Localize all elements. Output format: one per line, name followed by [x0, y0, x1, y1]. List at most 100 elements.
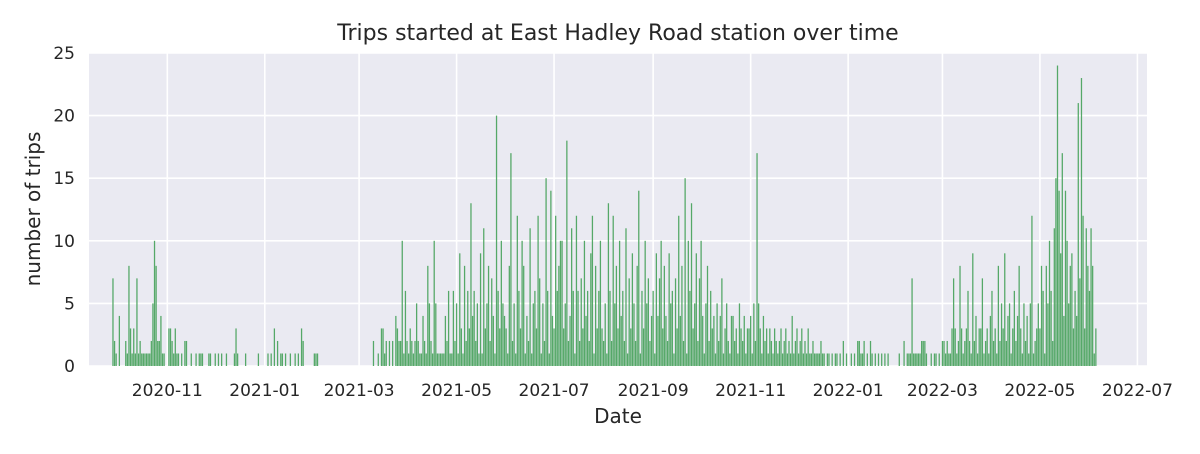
- trip-bar: [710, 290, 712, 366]
- trip-bar: [384, 353, 386, 366]
- trip-bar: [706, 265, 709, 366]
- trip-bar: [788, 340, 790, 366]
- trip-bar: [487, 265, 490, 366]
- trip-bar: [1055, 178, 1057, 366]
- trip-bar: [1072, 328, 1075, 366]
- trip-bar: [1052, 340, 1054, 366]
- trip-bar: [935, 353, 937, 366]
- trip-bar: [185, 340, 188, 366]
- trip-bar: [754, 340, 757, 366]
- trip-bar: [914, 353, 916, 366]
- trip-bar: [446, 340, 448, 366]
- trip-bar: [813, 353, 816, 366]
- trip-bar: [924, 340, 926, 366]
- trip-bar: [147, 353, 149, 366]
- trip-bar: [657, 315, 659, 366]
- trip-bar: [515, 353, 517, 366]
- trip-bar: [694, 303, 696, 366]
- trip-bar: [129, 328, 132, 366]
- trip-bar: [596, 328, 598, 366]
- trip-bar: [959, 265, 961, 366]
- trip-bar: [1085, 228, 1087, 366]
- trip-bar: [968, 340, 971, 366]
- trip-bar: [1007, 315, 1009, 366]
- trip-bar: [853, 353, 856, 366]
- trip-bar: [436, 353, 439, 366]
- chart-title: Trips started at East Hadley Road statio…: [336, 21, 898, 46]
- trip-bar: [377, 353, 379, 366]
- trip-bar: [118, 315, 121, 366]
- trip-bar: [727, 340, 729, 366]
- trip-bar: [1082, 215, 1084, 366]
- trip-bar: [1076, 315, 1078, 366]
- trip-bar: [201, 353, 204, 366]
- trip-bar: [887, 353, 889, 366]
- trip-bar: [1034, 340, 1036, 366]
- trip-bar: [874, 353, 876, 366]
- trip-bar: [609, 290, 611, 366]
- trip-bar: [996, 353, 998, 366]
- trip-bar: [810, 353, 813, 366]
- trip-bar: [714, 353, 717, 366]
- trip-bar: [548, 353, 550, 366]
- trip-bar: [1064, 190, 1067, 366]
- trip-bar: [502, 303, 504, 366]
- trip-bar: [454, 340, 456, 366]
- trip-bar: [475, 340, 477, 366]
- trip-bar: [721, 278, 723, 366]
- trip-bar: [630, 328, 632, 366]
- trip-bar: [267, 353, 269, 366]
- trip-bar: [678, 215, 680, 366]
- trip-bar: [670, 303, 672, 366]
- trip-bar: [626, 353, 629, 366]
- trip-bar: [463, 265, 466, 366]
- trip-bar: [1028, 353, 1030, 366]
- trip-bar: [1087, 265, 1089, 366]
- trip-bar: [443, 353, 445, 366]
- trip-bar: [1061, 153, 1063, 366]
- trip-bar: [382, 328, 384, 366]
- trip-bar: [1037, 303, 1039, 366]
- trip-bar: [467, 290, 469, 366]
- trip-bar: [821, 353, 824, 366]
- trip-bar: [313, 353, 315, 366]
- trip-bar: [470, 203, 472, 366]
- trip-bar: [861, 353, 864, 366]
- trip-bar: [735, 328, 737, 366]
- trip-bar: [190, 353, 192, 366]
- y-axis-label: number of trips: [21, 132, 45, 287]
- trip-bar: [420, 353, 423, 366]
- trip-bar: [181, 353, 183, 366]
- trip-bar: [115, 353, 117, 366]
- trip-bar: [826, 353, 829, 366]
- x-tick-label: 2021-05: [421, 381, 492, 401]
- trip-bar: [839, 353, 841, 366]
- trip-bar: [585, 315, 587, 366]
- trip-bar: [783, 340, 785, 366]
- trip-bar: [479, 253, 482, 366]
- trip-bar: [646, 303, 648, 366]
- trip-bar: [163, 353, 165, 366]
- trip-bar: [532, 303, 534, 366]
- trip-bar: [558, 265, 560, 366]
- trip-bar: [898, 353, 900, 366]
- trip-bar: [817, 353, 819, 366]
- trip-bar: [750, 315, 752, 366]
- trip-bar: [689, 290, 691, 366]
- trip-bar: [1032, 353, 1035, 366]
- trip-bar: [845, 353, 848, 366]
- trip-bar: [729, 353, 731, 366]
- trip-bar: [281, 353, 284, 366]
- trip-bar: [579, 340, 581, 366]
- trip-bar: [561, 240, 563, 366]
- trip-bar: [972, 253, 974, 366]
- trip-bar: [745, 353, 747, 366]
- trip-bar: [158, 340, 160, 366]
- trip-bar: [917, 353, 920, 366]
- trip-bar: [236, 353, 239, 366]
- trip-bar: [877, 353, 880, 366]
- trip-bar: [235, 328, 237, 366]
- trip-bar: [257, 353, 260, 366]
- trip-bar: [753, 303, 755, 366]
